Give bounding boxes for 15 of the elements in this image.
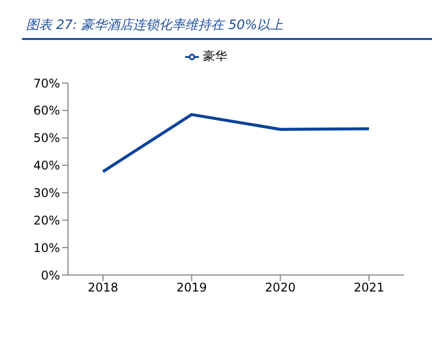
x-tick-label: 2019 [176, 280, 207, 295]
y-tick-label: 60% [33, 104, 60, 118]
x-tick-label: 2020 [265, 280, 296, 295]
chart-title: 图表 27: 豪华酒店连锁化率维持在 50%以上 [25, 17, 284, 35]
y-tick-label: 0% [40, 268, 60, 282]
y-tick-label: 10% [33, 240, 60, 255]
y-tick-label: 50% [33, 131, 60, 146]
y-tick-label: 30% [33, 186, 60, 200]
x-tick-label: 2018 [88, 280, 118, 295]
y-tick-label: 70% [33, 76, 60, 90]
y-tick-label: 20% [33, 213, 60, 228]
y-tick-label: 40% [33, 158, 60, 173]
line-series [102, 113, 370, 174]
x-tick-label: 2021 [354, 280, 384, 295]
legend-label: 豪华 [203, 49, 227, 63]
